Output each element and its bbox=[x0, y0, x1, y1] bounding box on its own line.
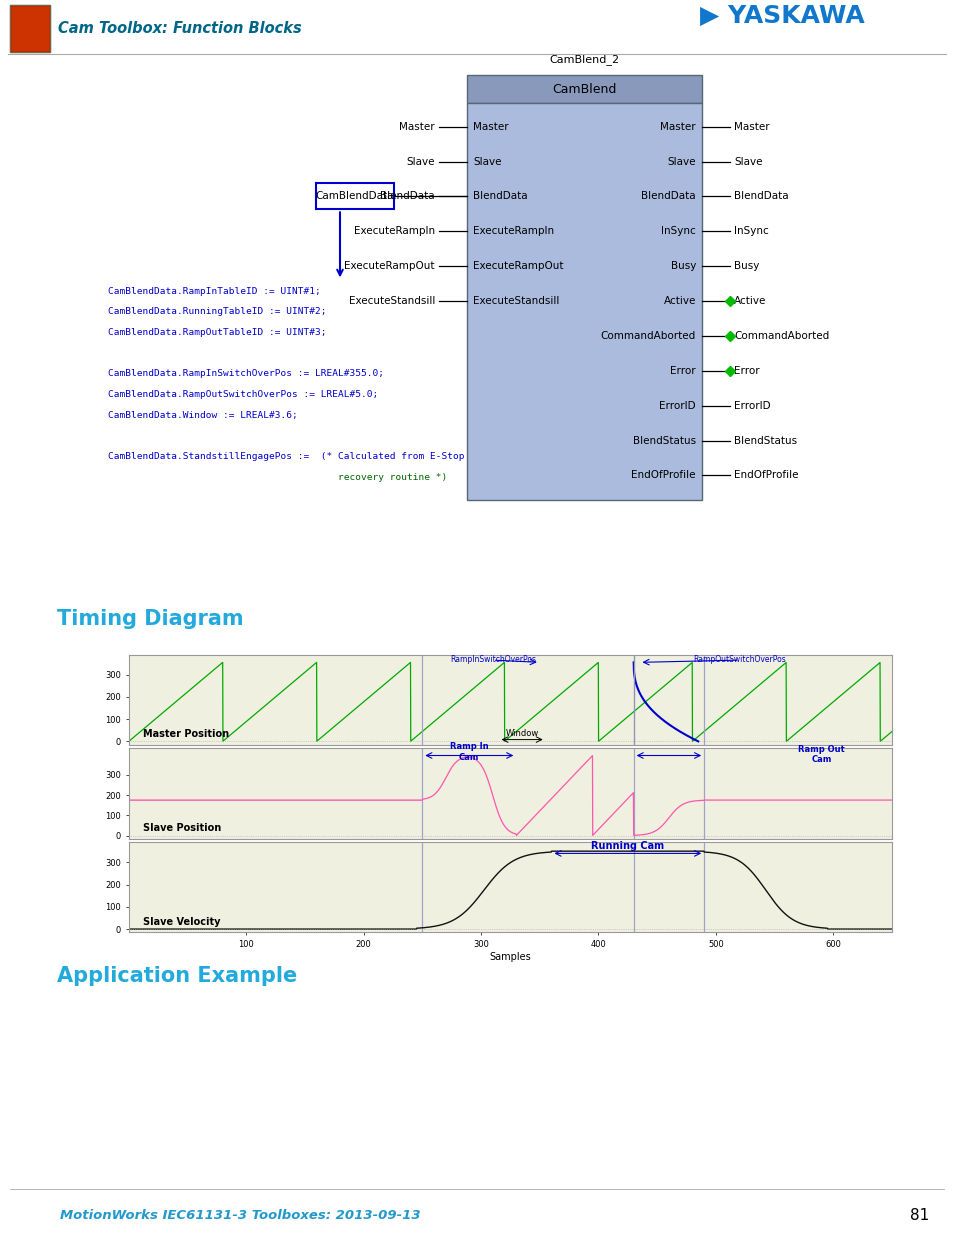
Text: ExecuteRampOut: ExecuteRampOut bbox=[473, 261, 563, 272]
Text: Busy: Busy bbox=[733, 261, 759, 272]
Text: ExecuteRampOut: ExecuteRampOut bbox=[344, 261, 435, 272]
Text: CamBlend: CamBlend bbox=[552, 83, 616, 95]
Text: InSync: InSync bbox=[660, 226, 696, 236]
Text: CamBlendData.RampOutSwitchOverPos := LREAL#5.0;: CamBlendData.RampOutSwitchOverPos := LRE… bbox=[108, 390, 377, 399]
Text: CamBlendData.RampInTableID := UINT#1;: CamBlendData.RampInTableID := UINT#1; bbox=[108, 287, 320, 296]
Text: Master: Master bbox=[659, 121, 696, 132]
Text: BlendData: BlendData bbox=[473, 191, 527, 201]
Text: CamBlendData.RunningTableID := UINT#2;: CamBlendData.RunningTableID := UINT#2; bbox=[108, 308, 326, 316]
Text: Master: Master bbox=[733, 121, 769, 132]
Text: RampOutSwitchOverPos: RampOutSwitchOverPos bbox=[692, 655, 785, 664]
Text: Master Position: Master Position bbox=[143, 730, 229, 740]
Text: Ramp In
Cam: Ramp In Cam bbox=[450, 742, 488, 762]
Text: 81: 81 bbox=[909, 1208, 928, 1223]
Text: ▶ YASKAWA: ▶ YASKAWA bbox=[700, 4, 863, 28]
Text: Busy: Busy bbox=[670, 261, 696, 272]
Bar bbox=[467, 75, 701, 104]
Text: ExecuteRampIn: ExecuteRampIn bbox=[354, 226, 435, 236]
Text: MotionWorks IEC61131-3 Toolboxes: 2013-09-13: MotionWorks IEC61131-3 Toolboxes: 2013-0… bbox=[60, 1209, 420, 1221]
Text: Active: Active bbox=[663, 296, 696, 306]
Text: InSync: InSync bbox=[733, 226, 768, 236]
Text: CamBlendData.RampOutTableID := UINT#3;: CamBlendData.RampOutTableID := UINT#3; bbox=[108, 329, 326, 337]
Text: EndOfProfile: EndOfProfile bbox=[733, 471, 798, 480]
Text: ExecuteStandsill: ExecuteStandsill bbox=[348, 296, 435, 306]
Text: ErrorID: ErrorID bbox=[733, 400, 770, 411]
Bar bbox=[10, 5, 50, 52]
Text: CamBlendData.StandstillEngagePos :=  (* Calculated from E-Stop: CamBlendData.StandstillEngagePos := (* C… bbox=[108, 452, 464, 461]
Text: BlendStatus: BlendStatus bbox=[733, 436, 797, 446]
Text: Slave: Slave bbox=[667, 157, 696, 167]
Text: Active: Active bbox=[733, 296, 765, 306]
Text: CamBlendData: CamBlendData bbox=[315, 191, 394, 201]
Text: Slave Position: Slave Position bbox=[143, 824, 221, 834]
Text: Slave: Slave bbox=[406, 157, 435, 167]
Text: Running Cam: Running Cam bbox=[591, 841, 663, 851]
Text: CamBlendData.RampInSwitchOverPos := LREAL#355.0;: CamBlendData.RampInSwitchOverPos := LREA… bbox=[108, 369, 384, 378]
Text: CommandAborted: CommandAborted bbox=[733, 331, 828, 341]
Text: ErrorID: ErrorID bbox=[659, 400, 696, 411]
Text: recovery routine *): recovery routine *) bbox=[108, 473, 447, 482]
Text: Window: Window bbox=[505, 730, 538, 739]
Text: CamBlendData.Window := LREAL#3.6;: CamBlendData.Window := LREAL#3.6; bbox=[108, 411, 297, 420]
Text: BlendStatus: BlendStatus bbox=[632, 436, 696, 446]
Text: Cam Toolbox: Function Blocks: Cam Toolbox: Function Blocks bbox=[58, 21, 301, 36]
Text: Master: Master bbox=[473, 121, 508, 132]
Text: ExecuteRampIn: ExecuteRampIn bbox=[473, 226, 554, 236]
Text: Error: Error bbox=[670, 366, 696, 375]
Text: Timing Diagram: Timing Diagram bbox=[57, 609, 244, 629]
Text: BlendData: BlendData bbox=[380, 191, 435, 201]
X-axis label: Samples: Samples bbox=[489, 952, 531, 962]
Text: Application Example: Application Example bbox=[57, 966, 297, 986]
Text: Slave: Slave bbox=[473, 157, 501, 167]
Text: Slave: Slave bbox=[733, 157, 761, 167]
Text: RampInSwitchOverPos: RampInSwitchOverPos bbox=[449, 655, 536, 664]
Text: Ramp Out
Cam: Ramp Out Cam bbox=[798, 745, 844, 764]
Text: CamBlend_2: CamBlend_2 bbox=[549, 53, 618, 64]
Text: EndOfProfile: EndOfProfile bbox=[631, 471, 696, 480]
Text: BlendData: BlendData bbox=[733, 191, 788, 201]
Text: ExecuteStandsill: ExecuteStandsill bbox=[473, 296, 558, 306]
Bar bbox=[10, 5, 50, 52]
Bar bbox=[315, 184, 394, 209]
Bar bbox=[467, 104, 701, 500]
Text: Error: Error bbox=[733, 366, 759, 375]
Text: BlendData: BlendData bbox=[640, 191, 696, 201]
Text: CommandAborted: CommandAborted bbox=[600, 331, 696, 341]
Text: Slave Velocity: Slave Velocity bbox=[143, 916, 220, 926]
Text: Master: Master bbox=[399, 121, 435, 132]
